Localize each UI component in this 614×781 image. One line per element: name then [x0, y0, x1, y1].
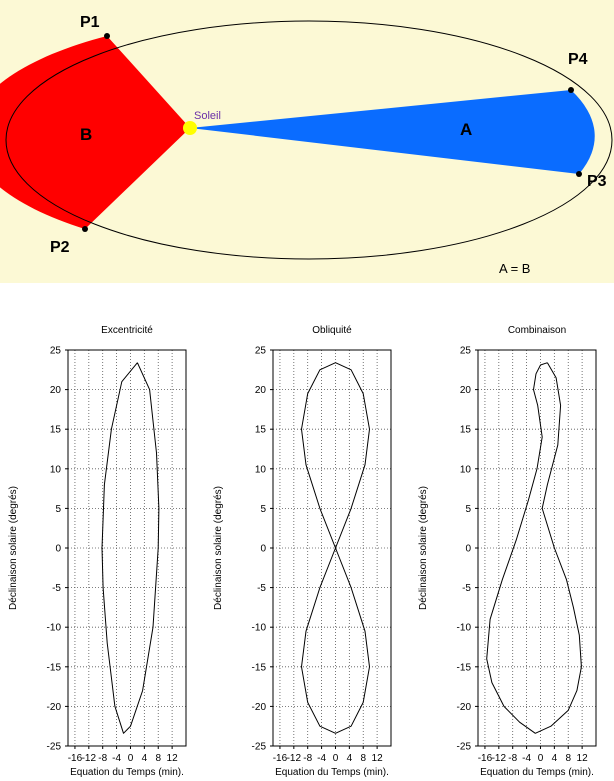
p1-point	[104, 33, 110, 39]
combinaison-y-tick-label: -20	[457, 702, 472, 713]
excentricite-plot-frame	[67, 349, 187, 747]
obliquite-x-tick-label: 4	[347, 753, 353, 764]
excentricite-y-tick-label: 15	[50, 425, 62, 436]
excentricite-y-tick-label: 0	[55, 544, 61, 555]
excentricite-y-axis-label: Déclinaison solaire (degrés)	[8, 486, 19, 610]
combinaison-x-tick-label: 4	[552, 753, 558, 764]
obliquite-x-tick-label: 12	[372, 753, 384, 764]
obliquite-x-tick-label: 8	[360, 753, 366, 764]
excentricite-x-axis-label: Equation du Temps (min).	[70, 767, 184, 778]
obliquite-y-tick-label: 0	[260, 544, 266, 555]
excentricite-y-tick-label: -10	[47, 623, 62, 634]
combinaison-plot-frame	[477, 349, 597, 747]
obliquite-title: Obliquité	[312, 325, 352, 336]
obliquite-y-tick-label: 25	[255, 346, 267, 357]
excentricite-y-tick-label: 25	[50, 346, 62, 357]
p3-point	[576, 171, 582, 177]
combinaison-y-tick-label: -5	[462, 583, 471, 594]
obliquite-x-tick-label: -8	[303, 753, 312, 764]
combinaison-x-axis-label: Equation du Temps (min).	[480, 767, 594, 778]
p2-label: P2	[50, 239, 70, 256]
kepler-areas-diagram: P1 P2 P3 P4 B A Soleil A = B	[0, 0, 614, 283]
area-b-label: B	[80, 125, 92, 144]
obliquite-y-tick-label: 10	[255, 464, 267, 475]
area-b-sector	[0, 36, 190, 229]
equality-label: A = B	[499, 261, 530, 276]
combinaison-analemma-curve	[486, 362, 582, 734]
obliquite-x-tick-label: -12	[287, 753, 302, 764]
combinaison-title: Combinaison	[508, 325, 566, 336]
excentricite-y-tick-label: 10	[50, 464, 62, 475]
excentricite-y-tick-label: 20	[50, 385, 62, 396]
combinaison-x-tick-label: 12	[577, 753, 589, 764]
obliquite-x-axis-label: Equation du Temps (min).	[275, 767, 389, 778]
obliquite-analemma-curve	[301, 362, 370, 734]
excentricite-x-tick-label: -16	[68, 753, 83, 764]
excentricite-y-tick-label: -15	[47, 662, 62, 673]
excentricite-x-tick-label: -4	[112, 753, 121, 764]
obliquite-y-tick-label: -15	[252, 662, 267, 673]
excentricite-y-tick-label: 5	[55, 504, 61, 515]
p1-label: P1	[80, 14, 100, 31]
combinaison-y-tick-label: -10	[457, 623, 472, 634]
sun-label: Soleil	[194, 110, 221, 122]
p2-point	[82, 226, 88, 232]
combinaison-y-tick-label: 0	[465, 544, 471, 555]
obliquite-x-tick-label: 0	[333, 753, 339, 764]
obliquite-x-tick-label: -4	[317, 753, 326, 764]
combinaison-x-tick-label: 8	[565, 753, 571, 764]
obliquite-y-axis-label: Déclinaison solaire (degrés)	[213, 486, 224, 610]
combinaison-y-tick-label: 10	[460, 464, 472, 475]
excentricite-x-tick-label: 0	[128, 753, 134, 764]
excentricite-x-tick-label: 12	[167, 753, 179, 764]
obliquite-y-tick-label: -25	[252, 742, 267, 753]
area-a-label: A	[460, 120, 472, 139]
obliquite-plot-frame	[272, 349, 392, 747]
combinaison-y-tick-label: -25	[457, 742, 472, 753]
combinaison-chart: Combinaison -25 -20 -15 -10 -5 0 5 10 15 20 25 -16 -1…	[418, 325, 597, 778]
excentricite-y-tick-label: -5	[52, 583, 61, 594]
excentricite-x-tick-label: 4	[142, 753, 148, 764]
obliquite-y-tick-label: -20	[252, 702, 267, 713]
orbit-ellipse	[5, 20, 613, 260]
p4-point	[568, 87, 574, 93]
excentricite-x-tick-label: -8	[98, 753, 107, 764]
p3-label: P3	[587, 173, 607, 190]
excentricite-title: Excentricité	[101, 325, 153, 336]
combinaison-x-tick-label: -12	[492, 753, 507, 764]
combinaison-x-tick-label: -8	[508, 753, 517, 764]
combinaison-x-tick-label: -16	[478, 753, 493, 764]
combinaison-y-tick-label: 25	[460, 346, 472, 357]
sun-icon	[183, 121, 197, 135]
combinaison-x-tick-label: -4	[522, 753, 531, 764]
combinaison-y-tick-label: 15	[460, 425, 472, 436]
excentricite-analemma-curve	[101, 362, 160, 734]
combinaison-y-axis-label: Déclinaison solaire (degrés)	[418, 486, 429, 610]
obliquite-x-tick-label: -16	[273, 753, 288, 764]
excentricite-y-tick-label: -20	[47, 702, 62, 713]
obliquite-y-tick-label: 5	[260, 504, 266, 515]
obliquite-y-tick-label: -10	[252, 623, 267, 634]
excentricite-chart: Excentricité-25-20-15-10-50510152025-16-…	[8, 325, 187, 778]
excentricite-x-tick-label: -12	[82, 753, 97, 764]
p4-label: P4	[568, 51, 588, 68]
combinaison-y-tick-label: 5	[465, 504, 471, 515]
obliquite-y-tick-label: 20	[255, 385, 267, 396]
excentricite-y-tick-label: -25	[47, 742, 62, 753]
combinaison-y-tick-label: -15	[457, 662, 472, 673]
excentricite-x-tick-label: 8	[155, 753, 161, 764]
combinaison-x-tick-label: 0	[538, 753, 544, 764]
obliquite-y-tick-label: 15	[255, 425, 267, 436]
combinaison-y-tick-label: 20	[460, 385, 472, 396]
obliquite-y-tick-label: -5	[257, 583, 266, 594]
area-a-sector	[190, 90, 595, 174]
